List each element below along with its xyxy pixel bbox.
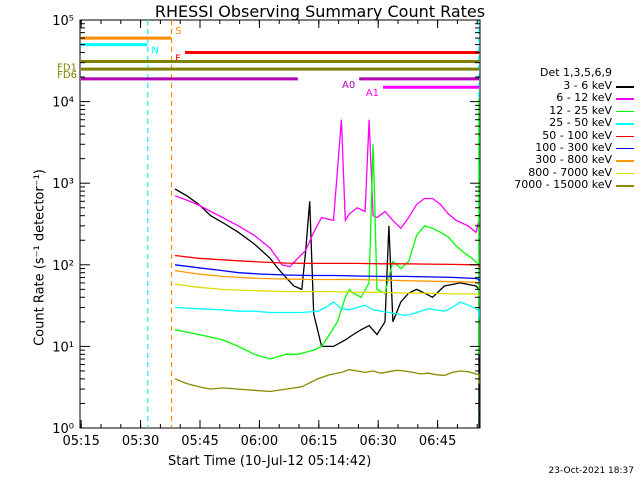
legend-title: Det 1,3,5,6,9 xyxy=(540,66,613,79)
y-axis-label: Count Rate (s⁻¹ detector⁻¹) xyxy=(32,169,48,346)
legend-entry: 6 - 12 keV xyxy=(486,92,636,104)
y-tick-label-5: 10⁵ xyxy=(52,14,74,29)
legend-swatch xyxy=(616,172,634,175)
series-line-8 xyxy=(174,368,480,393)
state-bar-label-fd1: FD1 xyxy=(57,63,77,74)
y-tick-label-4: 10⁴ xyxy=(52,96,74,111)
legend-swatch xyxy=(616,160,634,162)
legend-swatch xyxy=(616,135,634,138)
series-line-7 xyxy=(174,283,480,296)
legend: 3 - 6 keV 6 - 12 keV 12 - 25 keV 25 - 50 ke… xyxy=(486,80,636,192)
state-bar-label-f: F xyxy=(175,53,181,64)
y-tick-label-0: 10⁰ xyxy=(52,422,74,437)
x-tick-label-6: 06:45 xyxy=(419,434,456,449)
plot-frame xyxy=(79,19,481,429)
legend-label: 3 - 6 keV xyxy=(563,79,612,92)
legend-label: 100 - 300 keV xyxy=(535,140,612,154)
legend-label: 6 - 12 keV xyxy=(556,91,612,105)
y-tick-label-2: 10² xyxy=(52,259,74,274)
y-tick-label-1: 10¹ xyxy=(52,340,74,355)
state-bar-label-a1: A1 xyxy=(366,88,379,99)
legend-label: 7000 - 15000 keV xyxy=(514,178,612,192)
state-bar-label-fd6: FD6 xyxy=(57,70,77,81)
generation-timestamp: 23-Oct-2021 18:37 xyxy=(548,466,634,476)
legend-entry: 12 - 25 keV xyxy=(486,103,636,117)
state-bar-label-a0: A0 xyxy=(342,80,355,91)
legend-entry: 800 - 7000 keV xyxy=(486,165,636,179)
x-tick-label-0: 05:15 xyxy=(62,434,99,449)
series-line-1 xyxy=(174,119,480,347)
legend-swatch xyxy=(616,110,634,113)
series-line-2 xyxy=(174,98,480,360)
series-line-0 xyxy=(174,188,480,428)
x-tick-label-4: 06:15 xyxy=(300,434,337,449)
legend-label: 300 - 800 keV xyxy=(535,153,612,167)
state-bar-label-n: N xyxy=(151,46,158,57)
chart-title: RHESSI Observing Summary Count Rates xyxy=(154,2,486,21)
x-tick-label-3: 06:00 xyxy=(241,434,278,449)
legend-swatch xyxy=(616,86,634,88)
series-line-3 xyxy=(174,301,480,319)
x-tick-label-5: 06:30 xyxy=(359,434,396,449)
legend-entry: 3 - 6 keV xyxy=(486,80,636,92)
legend-swatch xyxy=(616,123,634,125)
legend-swatch xyxy=(616,185,634,187)
legend-label: 12 - 25 keV xyxy=(549,103,612,117)
legend-entry: 300 - 800 keV xyxy=(486,154,636,166)
legend-swatch xyxy=(616,147,634,150)
series-line-5 xyxy=(174,264,480,282)
legend-label: 800 - 7000 keV xyxy=(528,165,612,179)
legend-label: 50 - 100 keV xyxy=(542,128,612,142)
x-tick-label-2: 05:45 xyxy=(181,434,218,449)
x-tick-label-1: 05:30 xyxy=(122,434,159,449)
y-tick-label-3: 10³ xyxy=(52,177,74,192)
legend-entry: 25 - 50 keV xyxy=(486,117,636,129)
legend-swatch xyxy=(616,98,634,100)
legend-entry: 100 - 300 keV xyxy=(486,140,636,154)
state-bar-label-s: S xyxy=(175,26,181,37)
legend-entry: 50 - 100 keV xyxy=(486,128,636,142)
x-axis-label: Start Time (10-Jul-12 05:14:42) xyxy=(168,454,372,469)
legend-label: 25 - 50 keV xyxy=(549,116,612,130)
series-line-4 xyxy=(174,254,480,267)
legend-entry: 7000 - 15000 keV xyxy=(486,179,636,191)
